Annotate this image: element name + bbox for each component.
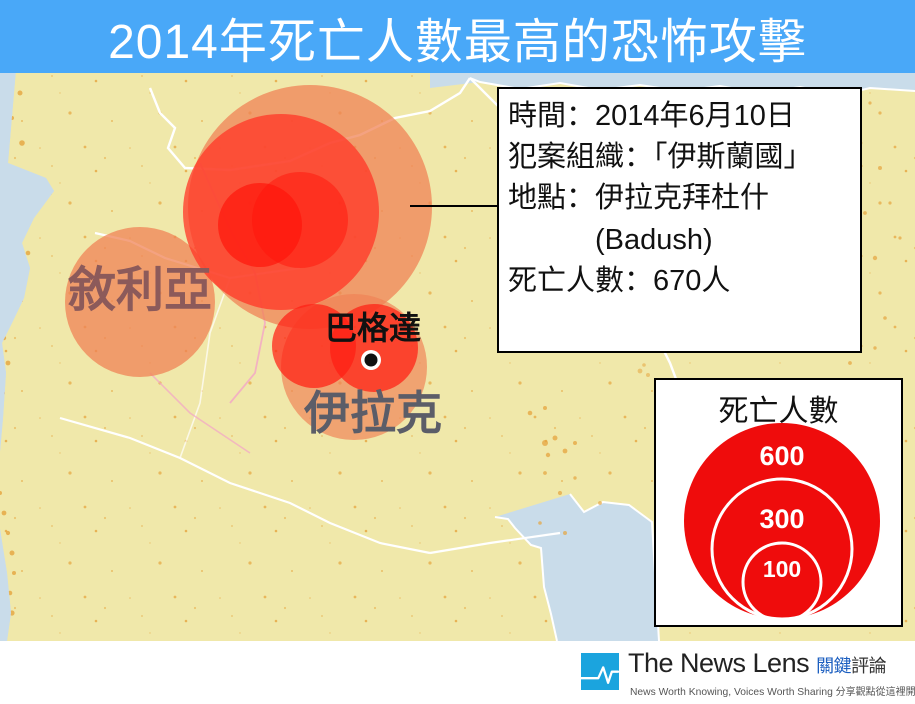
svg-text:600: 600 xyxy=(759,441,804,471)
svg-text:300: 300 xyxy=(759,504,804,534)
svg-text:100: 100 xyxy=(763,556,801,582)
